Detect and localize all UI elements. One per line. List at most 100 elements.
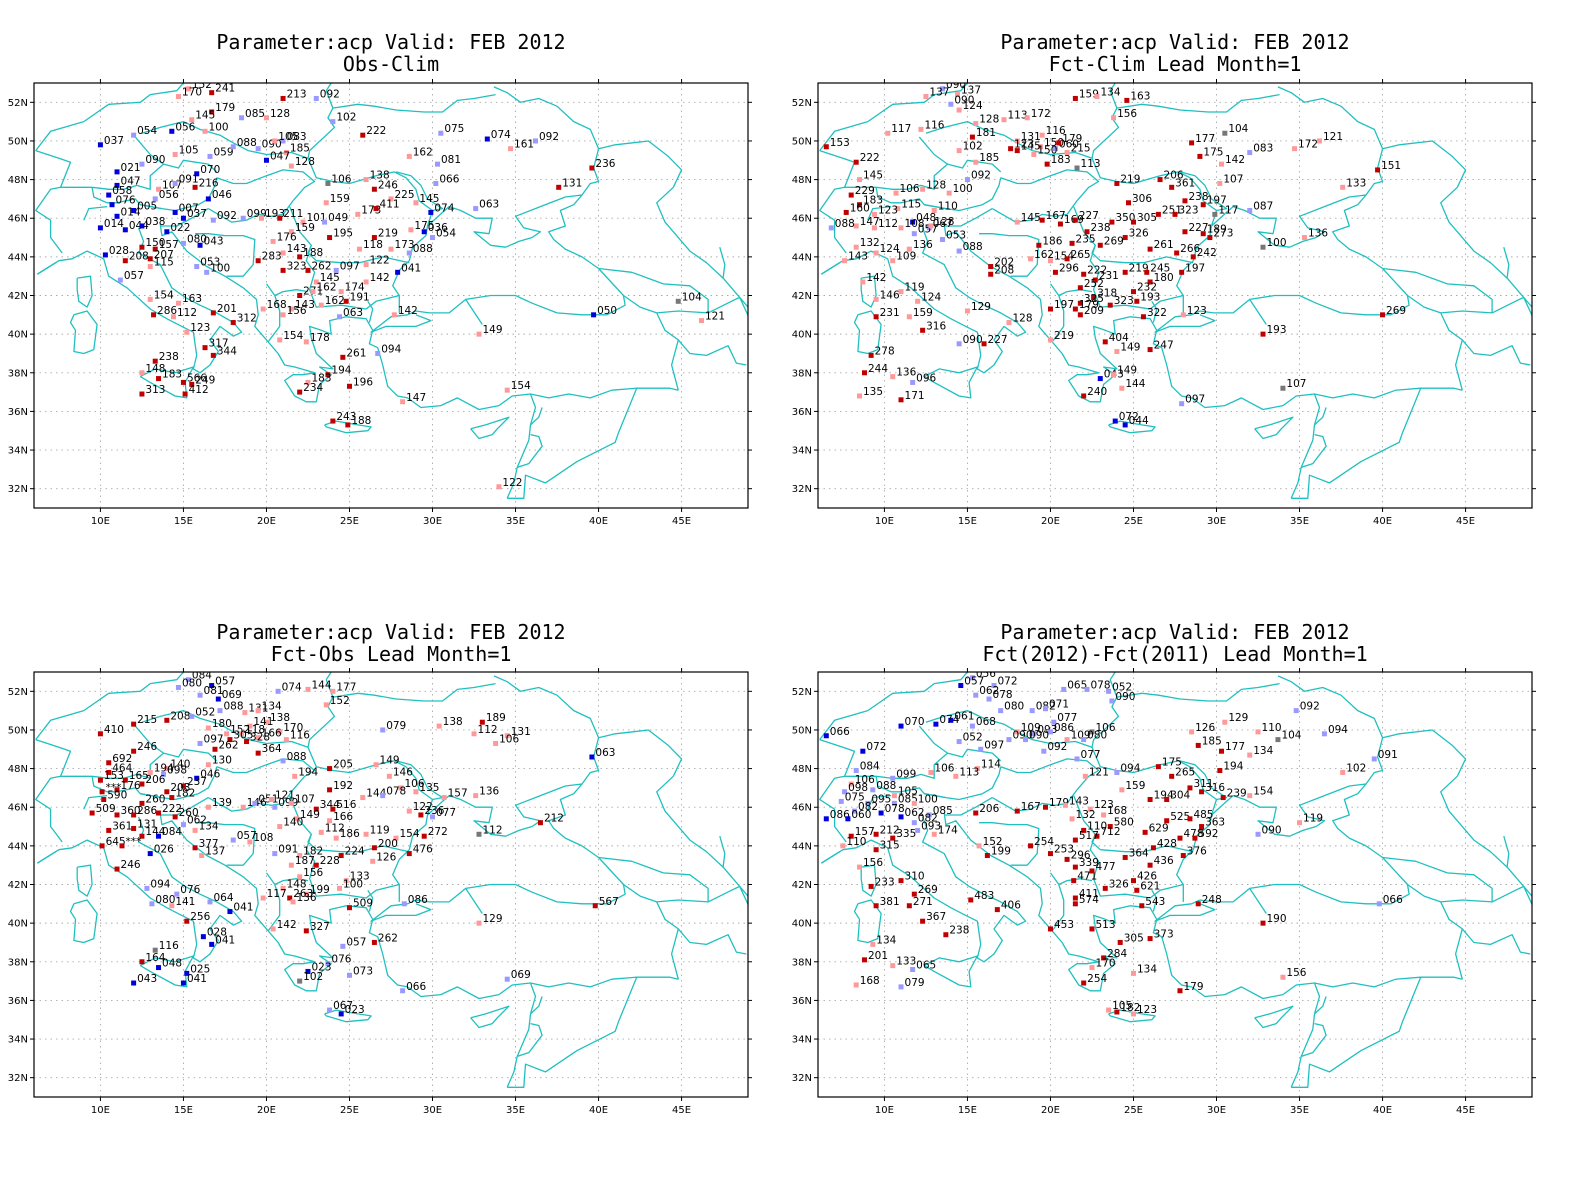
station-marker xyxy=(873,250,879,256)
coast-line xyxy=(1091,747,1218,816)
station-marker xyxy=(865,800,871,806)
station-value: 188 xyxy=(351,415,371,427)
coast-line xyxy=(530,996,543,1015)
x-tick-label: 35E xyxy=(1290,516,1309,527)
station-marker xyxy=(853,982,859,988)
coast-line xyxy=(867,672,968,712)
station-value: 243 xyxy=(336,411,356,423)
station-marker xyxy=(255,146,261,152)
station-value: 173 xyxy=(395,239,415,251)
station-marker xyxy=(252,800,258,806)
station-marker xyxy=(1006,737,1012,743)
panel-title: Parameter:acp Valid: FEB 2012 xyxy=(216,30,566,54)
station-value: 087 xyxy=(1253,201,1273,213)
station-value: 273 xyxy=(1213,228,1233,240)
station-value: 129 xyxy=(1228,712,1248,724)
station-marker xyxy=(297,389,303,395)
station-value: 057 xyxy=(237,830,257,842)
coast-line xyxy=(1089,245,1184,310)
station-value: 090 xyxy=(145,154,165,166)
station-value: 200 xyxy=(378,838,398,850)
station-marker xyxy=(156,810,162,816)
station-marker xyxy=(857,202,863,208)
station-value: 187 xyxy=(295,855,315,867)
station-marker xyxy=(106,192,112,198)
station-value: 100 xyxy=(953,183,973,195)
station-value: 099 xyxy=(896,768,916,780)
station-marker xyxy=(873,296,879,302)
station-marker xyxy=(99,843,105,849)
station-value: 088 xyxy=(835,218,855,230)
station-marker xyxy=(327,235,333,241)
station-value: 478 xyxy=(1183,828,1203,840)
station-marker xyxy=(1130,219,1136,225)
station-marker xyxy=(436,723,442,729)
station-value: 182 xyxy=(175,788,195,800)
station-value: 114 xyxy=(981,759,1001,771)
station-marker xyxy=(263,157,269,163)
station-marker xyxy=(890,835,896,841)
station-value: 185 xyxy=(979,152,999,164)
station-marker xyxy=(97,731,103,737)
station-value: 195 xyxy=(333,228,353,240)
station-value: 094 xyxy=(381,343,401,355)
station-value: 133 xyxy=(350,871,370,883)
station-value: 453 xyxy=(1054,919,1074,931)
station-marker xyxy=(484,136,490,142)
station-marker xyxy=(968,897,974,903)
station-value: 193 xyxy=(1140,291,1160,303)
coast-line xyxy=(324,420,372,434)
station-marker xyxy=(122,777,128,783)
station-value: 094 xyxy=(1120,762,1140,774)
station-marker xyxy=(280,885,286,891)
station-value: 043 xyxy=(204,235,224,247)
station-marker xyxy=(1081,980,1087,986)
station-value: 134 xyxy=(199,820,219,832)
x-tick-label: 40E xyxy=(1373,516,1392,527)
station-marker xyxy=(156,833,162,839)
station-value: 154 xyxy=(1253,786,1273,798)
coast-line xyxy=(367,889,374,912)
station-marker xyxy=(911,800,917,806)
station-marker xyxy=(973,159,979,165)
coast-line xyxy=(307,158,434,227)
station-value: 222 xyxy=(860,152,880,164)
station-marker xyxy=(1029,708,1035,714)
station-value: 118 xyxy=(245,724,265,736)
coast-line xyxy=(925,120,1093,159)
station-value: 215 xyxy=(1071,143,1091,155)
station-marker xyxy=(430,235,436,241)
panel-subtitle: Fct-Clim Lead Month=1 xyxy=(1048,52,1302,76)
station-marker xyxy=(923,94,929,100)
station-value: 344 xyxy=(320,799,340,811)
station-marker xyxy=(360,132,366,138)
station-marker xyxy=(1047,851,1053,857)
station-marker xyxy=(139,370,145,376)
station-value: 377 xyxy=(199,838,219,850)
station-value: 175 xyxy=(1162,757,1182,769)
station-value: 060 xyxy=(1059,139,1079,151)
station-value: 199 xyxy=(991,846,1011,858)
station-marker xyxy=(988,271,994,277)
station-value: 136 xyxy=(913,239,933,251)
station-marker xyxy=(205,804,211,810)
station-value: 412 xyxy=(189,384,209,396)
station-value: 152 xyxy=(983,836,1003,848)
station-marker xyxy=(1109,698,1115,704)
station-value: 099 xyxy=(278,797,298,809)
y-tick-label: 34N xyxy=(8,446,28,457)
station-value: 179 xyxy=(1183,981,1203,993)
station-value: 222 xyxy=(1087,264,1107,276)
station-marker xyxy=(976,843,982,849)
station-value: 090 xyxy=(963,334,983,346)
station-marker xyxy=(893,190,899,196)
station-marker xyxy=(371,186,377,192)
station-value: 326 xyxy=(1109,878,1129,890)
coast-line xyxy=(1154,899,1216,922)
y-tick-label: 48N xyxy=(8,764,28,775)
station-value: 138 xyxy=(270,712,290,724)
station-marker xyxy=(185,677,191,683)
station-value: 150 xyxy=(145,237,165,249)
station-marker xyxy=(200,934,206,940)
